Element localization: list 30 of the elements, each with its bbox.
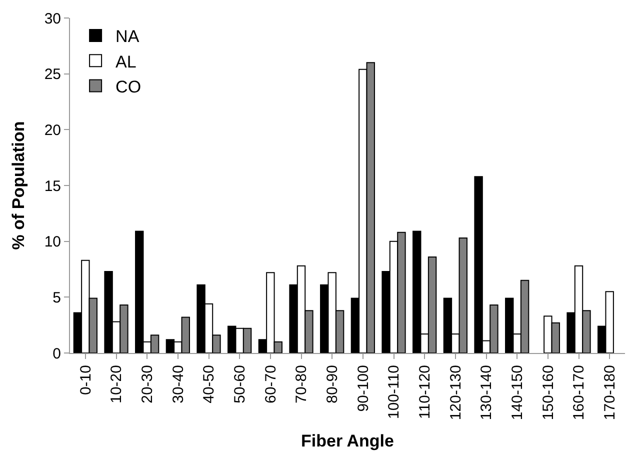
x-tick-label: 150-160 [540, 365, 557, 420]
legend-label: AL [116, 52, 136, 72]
x-tick-label: 120-130 [447, 365, 464, 420]
x-tick-label: 20-30 [138, 365, 156, 404]
x-tick-label: 140-150 [508, 365, 526, 420]
y-tick-label: 5 [52, 289, 61, 306]
x-tick-label: 90-100 [354, 365, 372, 412]
legend-label: NA [116, 27, 140, 46]
x-tick-label: 40-50 [200, 365, 218, 404]
y-tick-label: 20 [44, 122, 61, 139]
legend-label: CO [116, 77, 142, 96]
y-tick-label: 0 [52, 345, 61, 362]
x-tick-label: 60-70 [262, 365, 280, 404]
x-tick-label: 30-40 [170, 365, 187, 404]
x-tick-label: 0-10 [77, 365, 94, 396]
x-tick-label: 160-170 [570, 365, 588, 420]
x-tick-label: 10-20 [108, 365, 126, 404]
x-tick-label: 80-90 [324, 365, 341, 404]
y-tick-label: 25 [44, 66, 61, 84]
y-tick-label: 15 [44, 178, 61, 195]
x-axis-title: Fiber Angle [301, 431, 394, 450]
x-tick-label: 100-110 [386, 365, 403, 419]
x-tick-label: 110-120 [416, 365, 434, 419]
x-tick-label: 130-140 [478, 365, 496, 420]
x-tick-label: 70-80 [293, 365, 310, 404]
y-tick-label: 10 [44, 234, 61, 251]
y-axis-title: % of Population [8, 121, 28, 250]
x-tick-label: 50-60 [231, 365, 248, 404]
x-tick-label: 170-180 [601, 365, 618, 420]
y-tick-label: 30 [44, 10, 61, 28]
